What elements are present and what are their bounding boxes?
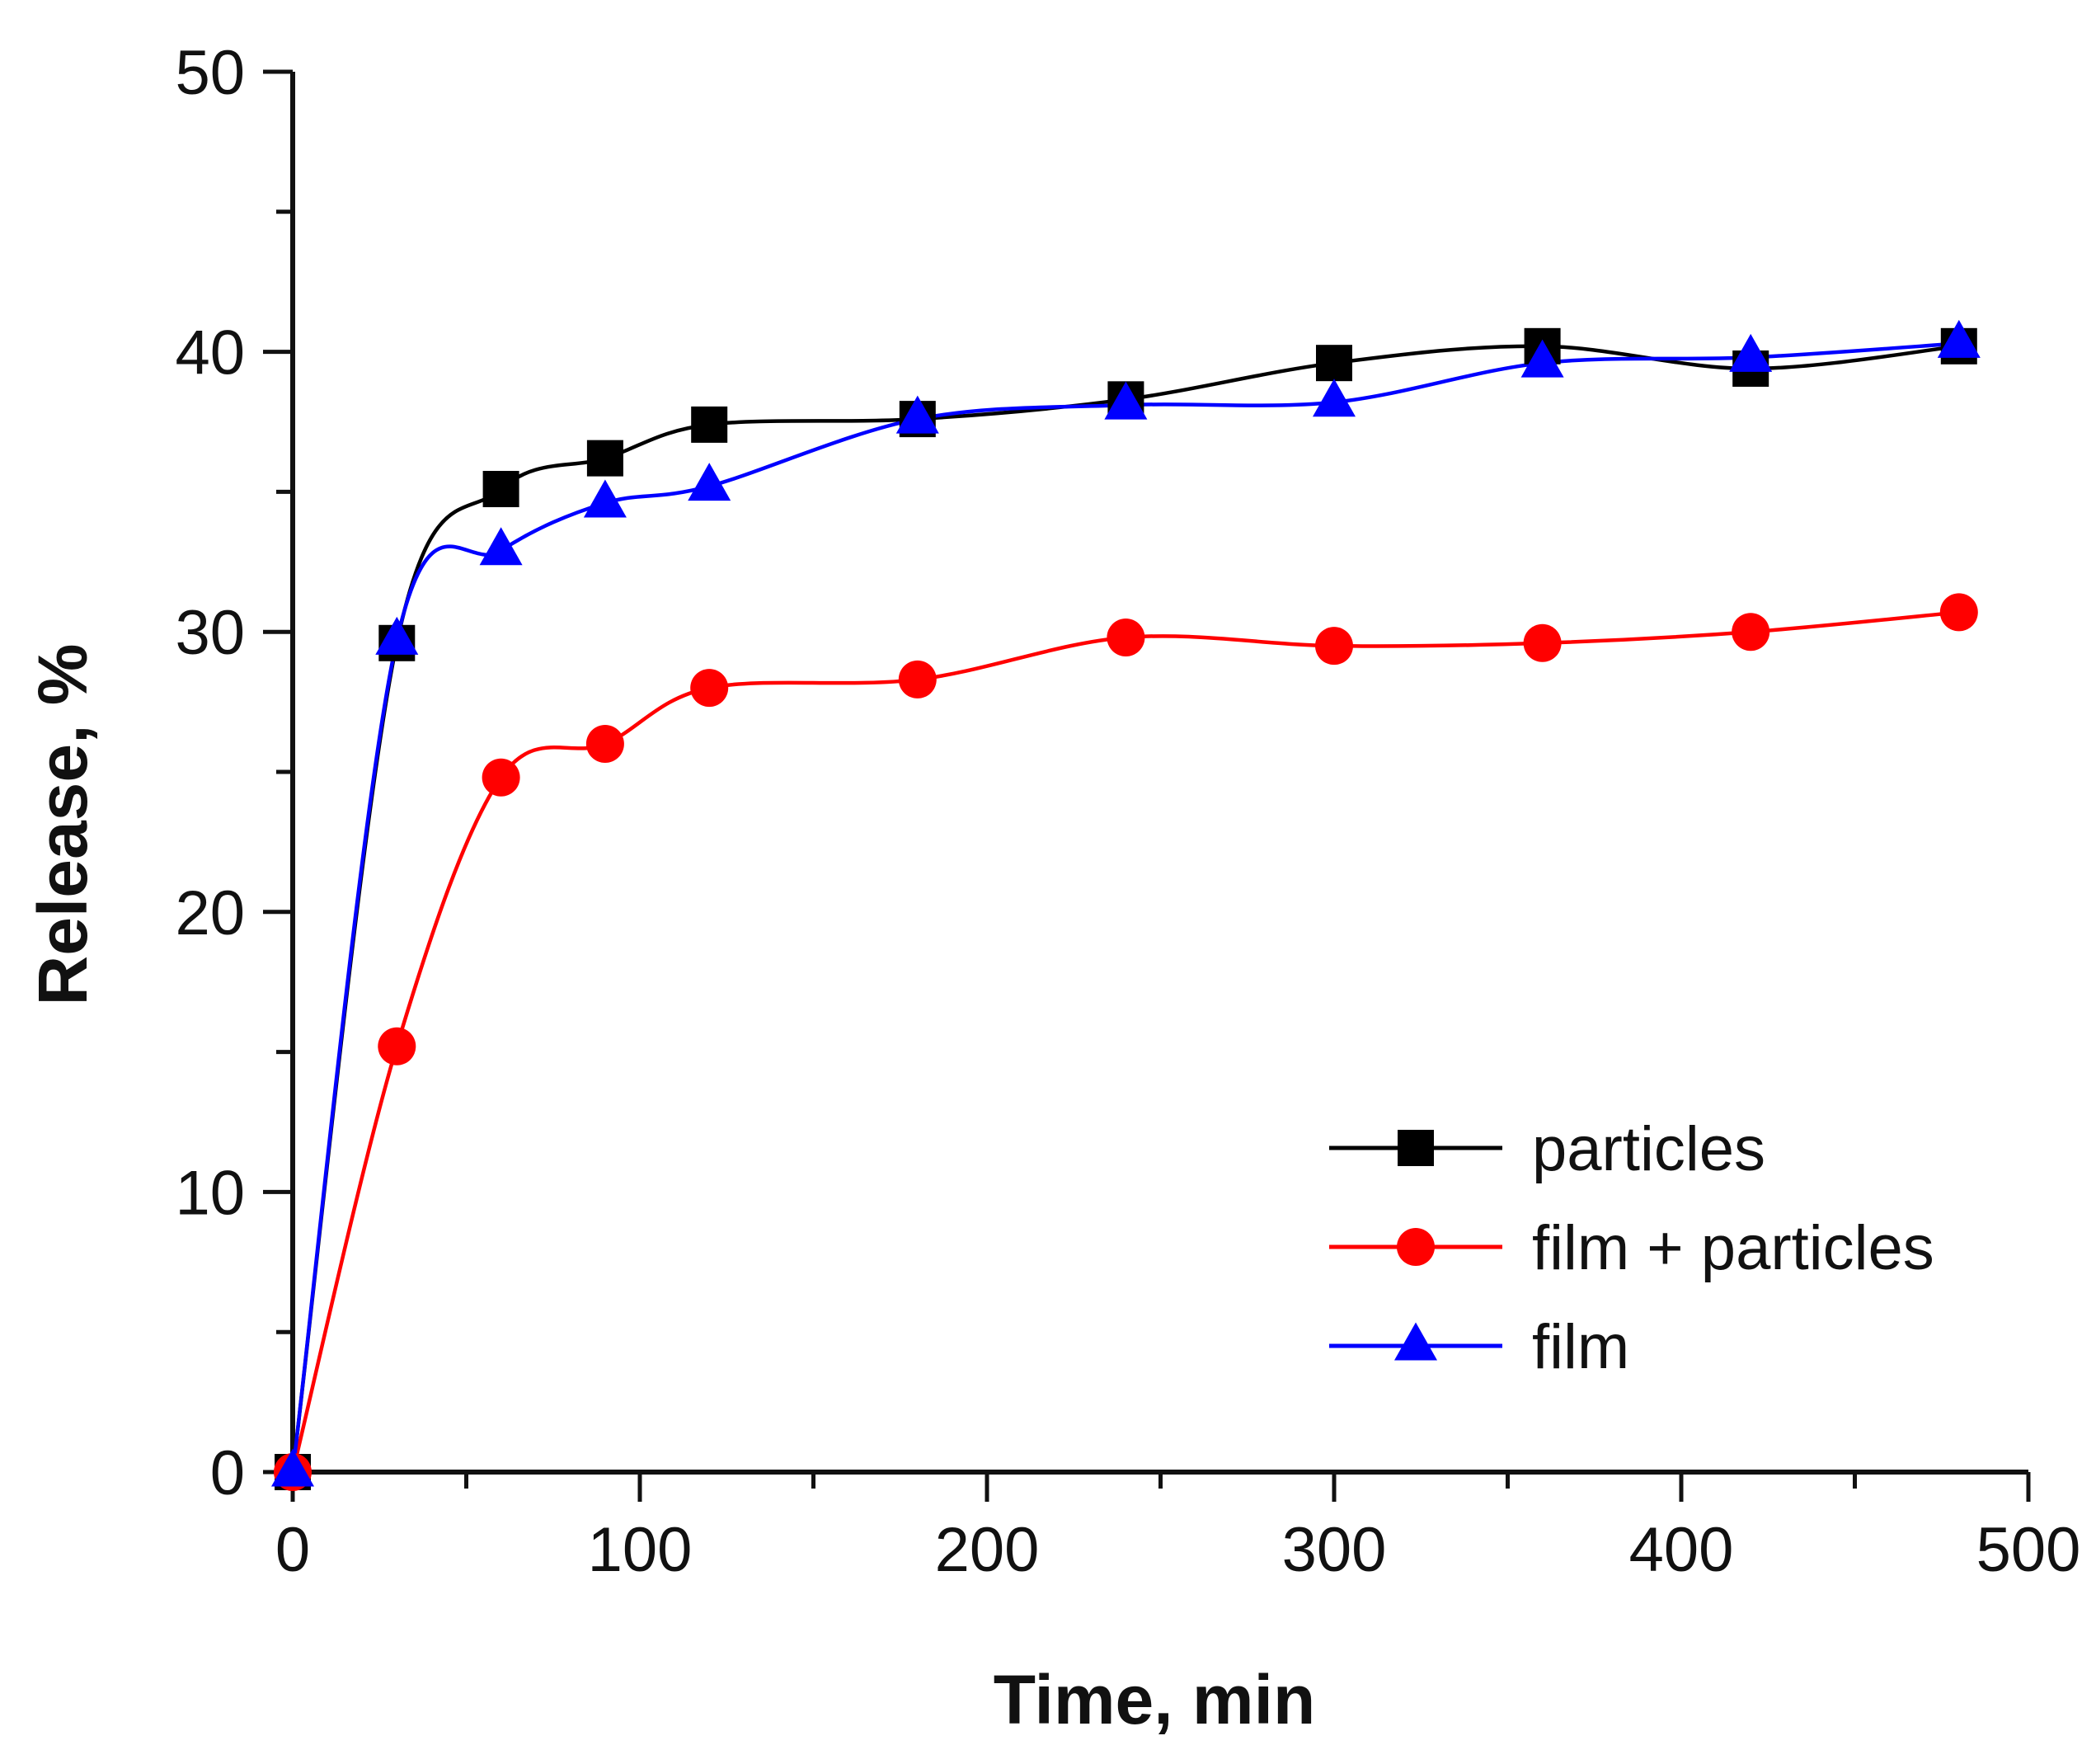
data-point-film-particles	[378, 1027, 416, 1065]
y-tick-label: 50	[175, 38, 245, 108]
axes: 0 100 200 300 400 500 0 10 20 30 40 50	[175, 38, 2080, 1585]
data-point-film	[271, 1448, 314, 1487]
data-point-film-particles	[1939, 593, 1978, 632]
data-point-film-particles	[1732, 613, 1770, 652]
data-point-film	[1729, 333, 1773, 372]
series-line-film	[290, 341, 1959, 1473]
data-point-film-particles	[1315, 627, 1353, 666]
x-tick-label: 0	[275, 1515, 310, 1585]
data-point-film	[1313, 379, 1356, 417]
data-point-film-particles	[585, 725, 624, 764]
x-tick-label: 300	[1282, 1515, 1387, 1585]
legend-label-particles: particles	[1532, 1114, 1765, 1184]
legend-marker-particles	[1398, 1130, 1434, 1166]
series-lines	[290, 341, 1960, 1473]
series-markers	[271, 319, 1981, 1491]
data-point-particles	[1316, 345, 1352, 382]
x-tick-label: 200	[935, 1515, 1040, 1585]
series-line-film-particles	[290, 610, 1960, 1473]
legend-label-film-particles: film + particles	[1532, 1213, 1934, 1283]
legend-label-film: film	[1532, 1312, 1629, 1382]
data-point-film	[1520, 339, 1564, 378]
x-tick-label: 500	[1976, 1515, 2081, 1585]
data-point-film-particles	[690, 669, 729, 708]
data-point-film-particles	[482, 758, 520, 797]
data-point-particles	[586, 440, 623, 477]
y-tick-label: 0	[210, 1438, 245, 1508]
y-tick-label: 30	[175, 598, 245, 668]
data-point-film	[1104, 381, 1148, 420]
y-tick-label: 10	[175, 1158, 245, 1228]
legend-marker-film	[1394, 1322, 1437, 1361]
data-point-film-particles	[1523, 623, 1562, 662]
y-axis-title: Release, %	[24, 644, 101, 1006]
x-tick-label: 400	[1629, 1515, 1734, 1585]
x-tick-label: 100	[588, 1515, 693, 1585]
data-point-film	[583, 479, 627, 518]
data-point-film	[375, 616, 419, 655]
series-line-particles	[290, 344, 1960, 1473]
legend-marker-film-particles	[1397, 1228, 1435, 1266]
data-point-film	[895, 395, 939, 434]
y-tick-label: 20	[175, 878, 245, 948]
data-point-film-particles	[898, 660, 937, 699]
x-axis-title: Time, min	[994, 1661, 1316, 1738]
data-point-film-particles	[1107, 618, 1145, 656]
data-point-film	[1937, 319, 1981, 358]
data-point-film	[479, 527, 523, 566]
legend: particles film + particles film	[1329, 1114, 1934, 1382]
data-point-particles	[691, 406, 728, 443]
data-point-particles	[482, 471, 519, 508]
y-tick-label: 40	[175, 318, 245, 388]
data-point-film	[688, 463, 731, 501]
